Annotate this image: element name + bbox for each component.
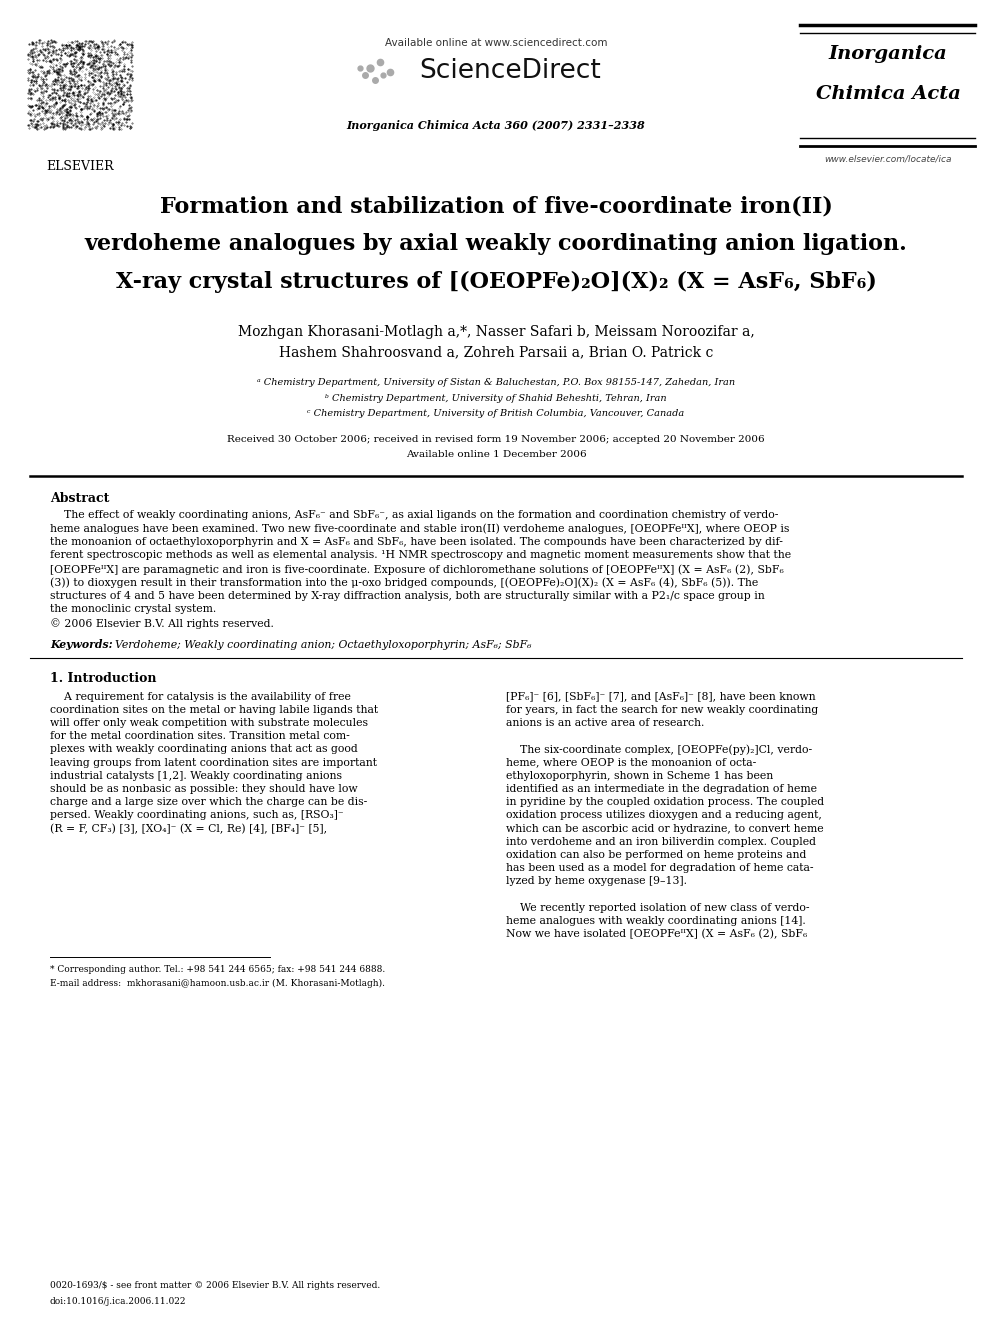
Text: oxidation process utilizes dioxygen and a reducing agent,: oxidation process utilizes dioxygen and … — [506, 810, 822, 820]
Text: coordination sites on the metal or having labile ligands that: coordination sites on the metal or havin… — [50, 705, 378, 714]
Text: in pyridine by the coupled oxidation process. The coupled: in pyridine by the coupled oxidation pro… — [506, 796, 824, 807]
Text: Available online 1 December 2006: Available online 1 December 2006 — [406, 450, 586, 459]
Text: for years, in fact the search for new weakly coordinating: for years, in fact the search for new we… — [506, 705, 818, 714]
Text: We recently reported isolation of new class of verdo-: We recently reported isolation of new cl… — [506, 902, 809, 913]
Text: industrial catalysts [1,2]. Weakly coordinating anions: industrial catalysts [1,2]. Weakly coord… — [50, 771, 342, 781]
Text: doi:10.1016/j.ica.2006.11.022: doi:10.1016/j.ica.2006.11.022 — [50, 1297, 186, 1306]
Text: leaving groups from latent coordination sites are important: leaving groups from latent coordination … — [50, 758, 377, 767]
Text: © 2006 Elsevier B.V. All rights reserved.: © 2006 Elsevier B.V. All rights reserved… — [50, 618, 274, 628]
Text: Hashem Shahroosvand a, Zohreh Parsaii a, Brian O. Patrick c: Hashem Shahroosvand a, Zohreh Parsaii a,… — [279, 345, 713, 359]
Text: The six-coordinate complex, [OEOPFe(py)₂]Cl, verdo-: The six-coordinate complex, [OEOPFe(py)₂… — [506, 745, 812, 755]
Text: Formation and stabilization of five-coordinate iron(II): Formation and stabilization of five-coor… — [160, 194, 832, 217]
Text: E-mail address:  mkhorasani@hamoon.usb.ac.ir (M. Khorasani-Motlagh).: E-mail address: mkhorasani@hamoon.usb.ac… — [50, 979, 385, 988]
Text: charge and a large size over which the charge can be dis-: charge and a large size over which the c… — [50, 796, 367, 807]
Text: (R = F, CF₃) [3], [XO₄]⁻ (X = Cl, Re) [4], [BF₄]⁻ [5],: (R = F, CF₃) [3], [XO₄]⁻ (X = Cl, Re) [4… — [50, 823, 327, 833]
Text: oxidation can also be performed on heme proteins and: oxidation can also be performed on heme … — [506, 849, 806, 860]
Text: (3)) to dioxygen result in their transformation into the μ-oxo bridged compounds: (3)) to dioxygen result in their transfo… — [50, 578, 758, 587]
Text: ScienceDirect: ScienceDirect — [420, 58, 601, 83]
Text: Chimica Acta: Chimica Acta — [815, 85, 960, 103]
Text: Abstract: Abstract — [50, 492, 109, 505]
Text: Inorganica Chimica Acta 360 (2007) 2331–2338: Inorganica Chimica Acta 360 (2007) 2331–… — [346, 120, 646, 131]
Text: ᶜ Chemistry Department, University of British Columbia, Vancouver, Canada: ᶜ Chemistry Department, University of Br… — [308, 409, 684, 418]
Text: for the metal coordination sites. Transition metal com-: for the metal coordination sites. Transi… — [50, 732, 350, 741]
Text: Received 30 October 2006; received in revised form 19 November 2006; accepted 20: Received 30 October 2006; received in re… — [227, 435, 765, 445]
Text: plexes with weakly coordinating anions that act as good: plexes with weakly coordinating anions t… — [50, 745, 358, 754]
Text: ᵇ Chemistry Department, University of Shahid Beheshti, Tehran, Iran: ᵇ Chemistry Department, University of Sh… — [325, 394, 667, 404]
Text: heme, where OEOP is the monoanion of octa-: heme, where OEOP is the monoanion of oct… — [506, 758, 756, 767]
Text: 1. Introduction: 1. Introduction — [50, 672, 157, 684]
Text: * Corresponding author. Tel.: +98 541 244 6565; fax: +98 541 244 6888.: * Corresponding author. Tel.: +98 541 24… — [50, 964, 385, 974]
Text: heme analogues have been examined. Two new five-coordinate and stable iron(II) v: heme analogues have been examined. Two n… — [50, 524, 790, 534]
Text: Inorganica: Inorganica — [828, 45, 947, 64]
Text: should be as nonbasic as possible: they should have low: should be as nonbasic as possible: they … — [50, 785, 358, 794]
Text: The effect of weakly coordinating anions, AsF₆⁻ and SbF₆⁻, as axial ligands on t: The effect of weakly coordinating anions… — [50, 509, 779, 520]
Text: Available online at www.sciencedirect.com: Available online at www.sciencedirect.co… — [385, 38, 607, 48]
Text: Mozhgan Khorasani-Motlagh a,*, Nasser Safari b, Meissam Noroozifar a,: Mozhgan Khorasani-Motlagh a,*, Nasser Sa… — [238, 325, 754, 339]
Text: structures of 4 and 5 have been determined by X-ray diffraction analysis, both a: structures of 4 and 5 have been determin… — [50, 591, 765, 601]
Text: the monoanion of octaethyloxoporphyrin and X = AsF₆ and SbF₆, have been isolated: the monoanion of octaethyloxoporphyrin a… — [50, 537, 783, 546]
Text: will offer only weak competition with substrate molecules: will offer only weak competition with su… — [50, 718, 368, 728]
Text: [PF₆]⁻ [6], [SbF₆]⁻ [7], and [AsF₆]⁻ [8], have been known: [PF₆]⁻ [6], [SbF₆]⁻ [7], and [AsF₆]⁻ [8]… — [506, 692, 815, 701]
Text: Keywords:: Keywords: — [50, 639, 113, 651]
Text: into verdoheme and an iron biliverdin complex. Coupled: into verdoheme and an iron biliverdin co… — [506, 836, 816, 847]
Text: has been used as a model for degradation of heme cata-: has been used as a model for degradation… — [506, 863, 813, 873]
Text: X-ray crystal structures of [(OEOPFe)₂O](X)₂ (X = AsF₆, SbF₆): X-ray crystal structures of [(OEOPFe)₂O]… — [115, 271, 877, 294]
Text: ELSEVIER: ELSEVIER — [47, 160, 114, 173]
Text: [OEOPFeᴵᴵX] are paramagnetic and iron is five-coordinate. Exposure of dichlorome: [OEOPFeᴵᴵX] are paramagnetic and iron is… — [50, 564, 784, 574]
Text: persed. Weakly coordinating anions, such as, [RSO₃]⁻: persed. Weakly coordinating anions, such… — [50, 810, 343, 820]
Text: ferent spectroscopic methods as well as elemental analysis. ¹H NMR spectroscopy : ferent spectroscopic methods as well as … — [50, 550, 792, 561]
Text: www.elsevier.com/locate/ica: www.elsevier.com/locate/ica — [824, 155, 951, 164]
Text: heme analogues with weakly coordinating anions [14].: heme analogues with weakly coordinating … — [506, 916, 806, 926]
Text: ᵃ Chemistry Department, University of Sistan & Baluchestan, P.O. Box 98155-147, : ᵃ Chemistry Department, University of Si… — [257, 378, 735, 388]
Text: anions is an active area of research.: anions is an active area of research. — [506, 718, 704, 728]
Text: Now we have isolated [OEOPFeᴵᴵX] (X = AsF₆ (2), SbF₆: Now we have isolated [OEOPFeᴵᴵX] (X = As… — [506, 929, 807, 939]
Text: which can be ascorbic acid or hydrazine, to convert heme: which can be ascorbic acid or hydrazine,… — [506, 823, 823, 833]
Text: the monoclinic crystal system.: the monoclinic crystal system. — [50, 605, 216, 614]
Text: Verdoheme; Weakly coordinating anion; Octaethyloxoporphyrin; AsF₆; SbF₆: Verdoheme; Weakly coordinating anion; Oc… — [108, 639, 532, 650]
Text: verdoheme analogues by axial weakly coordinating anion ligation.: verdoheme analogues by axial weakly coor… — [84, 233, 908, 255]
Text: ethyloxoporphyrin, shown in Scheme 1 has been: ethyloxoporphyrin, shown in Scheme 1 has… — [506, 771, 773, 781]
Text: lyzed by heme oxygenase [9–13].: lyzed by heme oxygenase [9–13]. — [506, 876, 687, 886]
Text: identified as an intermediate in the degradation of heme: identified as an intermediate in the deg… — [506, 785, 817, 794]
Text: A requirement for catalysis is the availability of free: A requirement for catalysis is the avail… — [50, 692, 351, 701]
Text: 0020-1693/$ - see front matter © 2006 Elsevier B.V. All rights reserved.: 0020-1693/$ - see front matter © 2006 El… — [50, 1281, 380, 1290]
